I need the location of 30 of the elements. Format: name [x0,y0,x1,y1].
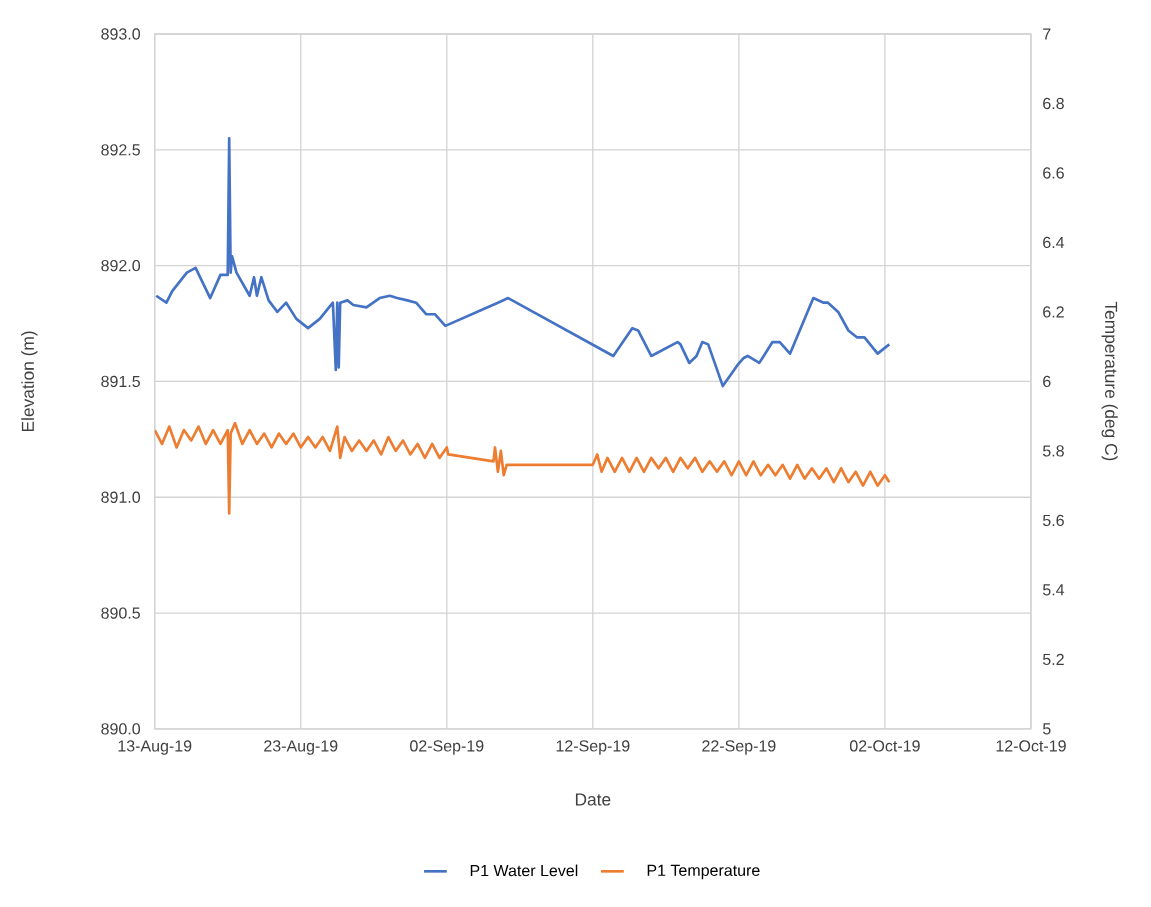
y-axis-title: Elevation (m) [21,331,38,432]
y-tick-label: 891.0 [101,491,141,503]
x-tick-label: 02-Oct-19 [849,740,920,752]
y2-tick-label: 7 [1043,28,1051,40]
x-tick-label: 22-Sep-19 [702,740,776,755]
y2-tick-label: 5.2 [1042,653,1064,666]
y2-tick-label: 5.8 [1042,445,1064,457]
y2-tick-label: 5 [1042,723,1051,735]
y-tick-label: 890.5 [101,607,140,619]
y-tick-label: 890.0 [101,723,141,735]
y2-tick-label: 5.6 [1042,514,1064,527]
y2-tick-label: 6.4 [1043,236,1065,249]
y-tick-label: 893.0 [101,28,141,40]
x-axis-title: Date [575,793,611,806]
y2-tick-label: 6.6 [1043,167,1064,179]
y2-tick-label: 6.2 [1043,306,1064,318]
y2-tick-label: 6.8 [1043,97,1064,110]
y2-axis-title: Temperature (deg C) [1101,301,1118,461]
y2-tick-label: 6 [1043,375,1051,388]
x-tick-label: 12-Oct-19 [996,740,1066,752]
x-tick-label: 23-Aug-19 [264,740,338,755]
y2-tick-label: 5.4 [1042,584,1065,596]
y-tick-label: 892.0 [101,260,141,272]
x-tick-label: 12-Sep-19 [556,740,630,755]
y-tick-label: 892.5 [101,144,140,156]
x-tick-label: 02-Sep-19 [410,740,484,755]
legend-label: P1 Temperature [647,864,760,880]
y-tick-label: 891.5 [101,375,140,388]
x-tick-label: 13-Aug-19 [118,740,192,755]
legend-label: P1 Water Level [470,864,578,877]
